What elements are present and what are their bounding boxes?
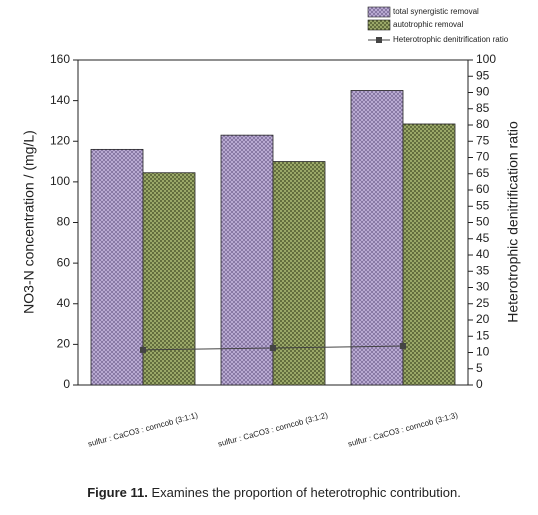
x-tick-label: sulfur : CaCO3 : corncob (3:1:3) — [347, 411, 459, 449]
y2-tick-label: 15 — [476, 328, 490, 342]
bar — [220, 134, 274, 386]
y-axis-label: NO3-N concentration / (mg/L) — [21, 130, 37, 314]
y-tick-label: 100 — [50, 174, 70, 188]
y2-tick-label: 70 — [476, 150, 490, 164]
y2-tick-label: 95 — [476, 68, 490, 82]
y2-tick-label: 60 — [476, 182, 490, 196]
legend-swatch — [367, 6, 391, 18]
y-tick-label: 140 — [50, 93, 70, 107]
x-tick-label: sulfur : CaCO3 : corncob (3:1:2) — [217, 411, 329, 449]
y2-axis-label: Heterotrophic denitrification ratio — [505, 121, 521, 323]
bar — [90, 148, 144, 386]
caption: Figure 11. Examines the proportion of he… — [87, 485, 461, 500]
bar — [402, 123, 456, 386]
y2-tick-label: 85 — [476, 101, 490, 115]
y2-tick-label: 5 — [476, 361, 483, 375]
y2-tick-label: 50 — [476, 215, 490, 229]
y2-tick-label: 80 — [476, 117, 490, 131]
legend-marker — [376, 37, 382, 43]
y2-tick-label: 0 — [476, 377, 483, 391]
legend-label: total synergistic removal — [393, 7, 479, 16]
y2-tick-label: 35 — [476, 263, 490, 277]
ratio-marker — [400, 343, 406, 349]
y-tick-label: 160 — [50, 52, 70, 66]
bar — [142, 172, 196, 386]
y2-tick-label: 90 — [476, 85, 490, 99]
y-tick-label: 0 — [63, 377, 70, 391]
ratio-marker — [270, 344, 276, 351]
y2-tick-label: 40 — [476, 247, 490, 261]
y2-tick-label: 55 — [476, 198, 490, 212]
caption-label: Figure 11. — [87, 485, 148, 500]
y2-tick-label: 100 — [476, 52, 496, 66]
y2-tick-label: 75 — [476, 133, 490, 147]
legend-swatch — [367, 19, 391, 31]
y-tick-label: 120 — [50, 133, 70, 147]
bar — [350, 90, 404, 386]
y-tick-label: 60 — [57, 255, 71, 269]
caption-text: Examines the proportion of heterotrophic… — [152, 485, 461, 500]
y2-tick-label: 10 — [476, 345, 490, 359]
bar — [272, 161, 326, 386]
legend-label: autotrophic removal — [393, 20, 463, 29]
legend-label: Heterotrophic denitrification ratio — [393, 35, 509, 44]
y-tick-label: 40 — [57, 296, 71, 310]
ratio-marker — [140, 346, 146, 353]
y2-tick-label: 45 — [476, 231, 490, 245]
y2-tick-label: 20 — [476, 312, 490, 326]
x-tick-label: sulfur : CaCO3 : corncob (3:1:1) — [87, 411, 199, 449]
y2-tick-label: 25 — [476, 296, 490, 310]
y2-tick-label: 30 — [476, 280, 490, 294]
y2-tick-label: 65 — [476, 166, 490, 180]
y-tick-label: 20 — [57, 337, 71, 351]
y-tick-label: 80 — [57, 215, 71, 229]
